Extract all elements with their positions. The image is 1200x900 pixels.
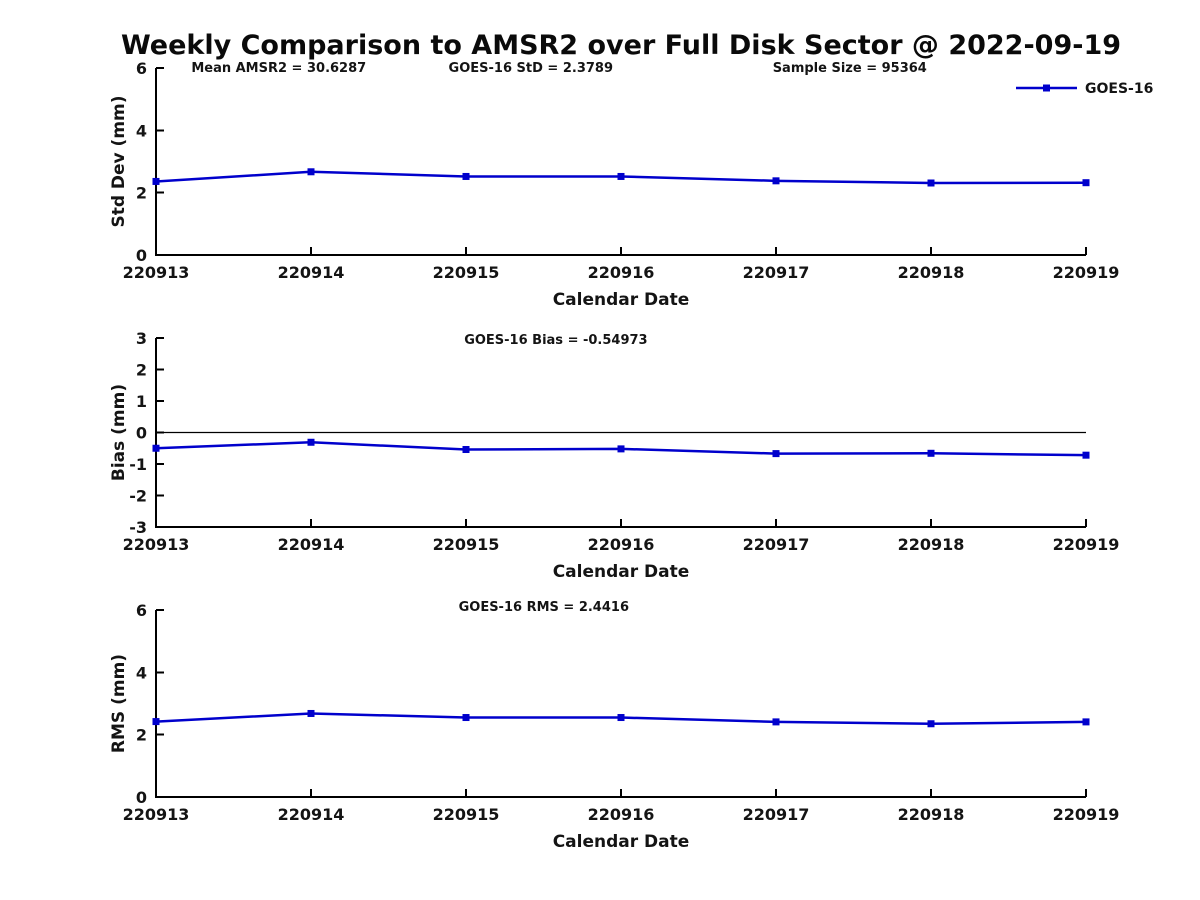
x-tick-label: 220913: [123, 263, 190, 282]
y-tick-label: 2: [136, 726, 147, 745]
data-point-marker: [462, 446, 470, 454]
axes-rms: [155, 609, 1087, 798]
data-point-marker: [307, 168, 315, 176]
data-point-marker: [617, 714, 625, 722]
y-tick-label: 1: [136, 392, 147, 411]
data-point-marker: [462, 172, 470, 180]
y-tick-label: 0: [136, 788, 147, 807]
axes-stddev: [155, 67, 1087, 256]
x-tick-label: 220916: [588, 535, 655, 554]
x-tick-label: 220918: [898, 535, 965, 554]
x-tick-label: 220918: [898, 805, 965, 824]
annotation: Mean AMSR2 = 30.6287: [191, 61, 366, 76]
data-point-marker: [152, 177, 160, 185]
data-point-marker: [927, 179, 935, 187]
annotation: GOES-16 Bias = -0.54973: [464, 333, 647, 348]
y-tick-label: 4: [136, 663, 147, 682]
x-axis-label: Calendar Date: [553, 832, 690, 852]
data-point-marker: [772, 718, 780, 726]
x-tick-label: 220916: [588, 263, 655, 282]
data-point-marker: [462, 714, 470, 722]
data-point-marker: [927, 720, 935, 728]
data-point-marker: [772, 450, 780, 458]
y-axis-label: RMS (mm): [109, 654, 129, 753]
y-tick-label: 3: [136, 329, 147, 348]
annotation: GOES-16 RMS = 2.4416: [459, 600, 629, 615]
x-tick-label: 220913: [123, 805, 190, 824]
series-GOES-16: [152, 709, 1090, 728]
y-tick-label: -2: [129, 487, 147, 506]
x-tick-label: 220914: [278, 805, 345, 824]
x-tick-label: 220913: [123, 535, 190, 554]
y-tick-label: 6: [136, 59, 147, 78]
y-tick-label: 6: [136, 601, 147, 620]
data-point-marker: [152, 718, 160, 726]
y-axis-label: Bias (mm): [109, 384, 129, 481]
x-tick-label: 220918: [898, 263, 965, 282]
data-point-marker: [772, 177, 780, 185]
data-point-marker: [1082, 179, 1090, 187]
figure-title: Weekly Comparison to AMSR2 over Full Dis…: [120, 30, 1122, 61]
panel-rms: 0 2 4 6 220913 220914 220915 220916 220917 220918…: [109, 600, 1119, 852]
panel-stddev: 0 2 4 6 220913 220914 220915 220916 220917 220918…: [109, 59, 1153, 310]
x-tick-label: 220914: [278, 263, 345, 282]
x-tick-label: 220915: [433, 805, 500, 824]
legend-label: GOES-16: [1085, 81, 1153, 97]
series-GOES-16: [152, 438, 1090, 459]
data-point-marker: [152, 444, 160, 452]
x-axis-label: Calendar Date: [553, 290, 690, 310]
y-tick-label: 2: [136, 361, 147, 380]
x-tick-label: 220917: [743, 805, 810, 824]
annotation: Sample Size = 95364: [773, 61, 927, 76]
series-GOES-16: [152, 168, 1090, 187]
data-point-marker: [617, 172, 625, 180]
x-tick-label: 220915: [433, 535, 500, 554]
x-tick-label: 220919: [1053, 805, 1120, 824]
x-axis-label: Calendar Date: [553, 562, 690, 582]
y-tick-label: -1: [129, 455, 147, 474]
y-tick-label: 4: [136, 121, 147, 140]
data-point-marker: [307, 438, 315, 446]
data-point-marker: [1082, 451, 1090, 459]
y-tick-label: 2: [136, 184, 147, 203]
data-point-marker: [1082, 718, 1090, 726]
legend: GOES-16: [1016, 81, 1153, 97]
y-tick-label: 0: [136, 424, 147, 443]
x-tick-label: 220919: [1053, 535, 1120, 554]
data-point-marker: [927, 449, 935, 457]
y-tick-label: -3: [129, 518, 147, 537]
x-tick-label: 220916: [588, 805, 655, 824]
x-tick-label: 220917: [743, 535, 810, 554]
x-tick-label: 220919: [1053, 263, 1120, 282]
data-point-marker: [617, 445, 625, 453]
y-tick-label: 0: [136, 246, 147, 265]
legend-marker: [1043, 84, 1050, 92]
x-tick-label: 220915: [433, 263, 500, 282]
panel-bias: -3 -2 -1 0 1 2 3 220913 220914 220915 220916 220917…: [109, 329, 1119, 582]
annotation: GOES-16 StD = 2.3789: [449, 61, 613, 76]
y-axis-label: Std Dev (mm): [109, 95, 129, 227]
x-tick-label: 220917: [743, 263, 810, 282]
x-tick-label: 220914: [278, 535, 345, 554]
data-point-marker: [307, 709, 315, 717]
